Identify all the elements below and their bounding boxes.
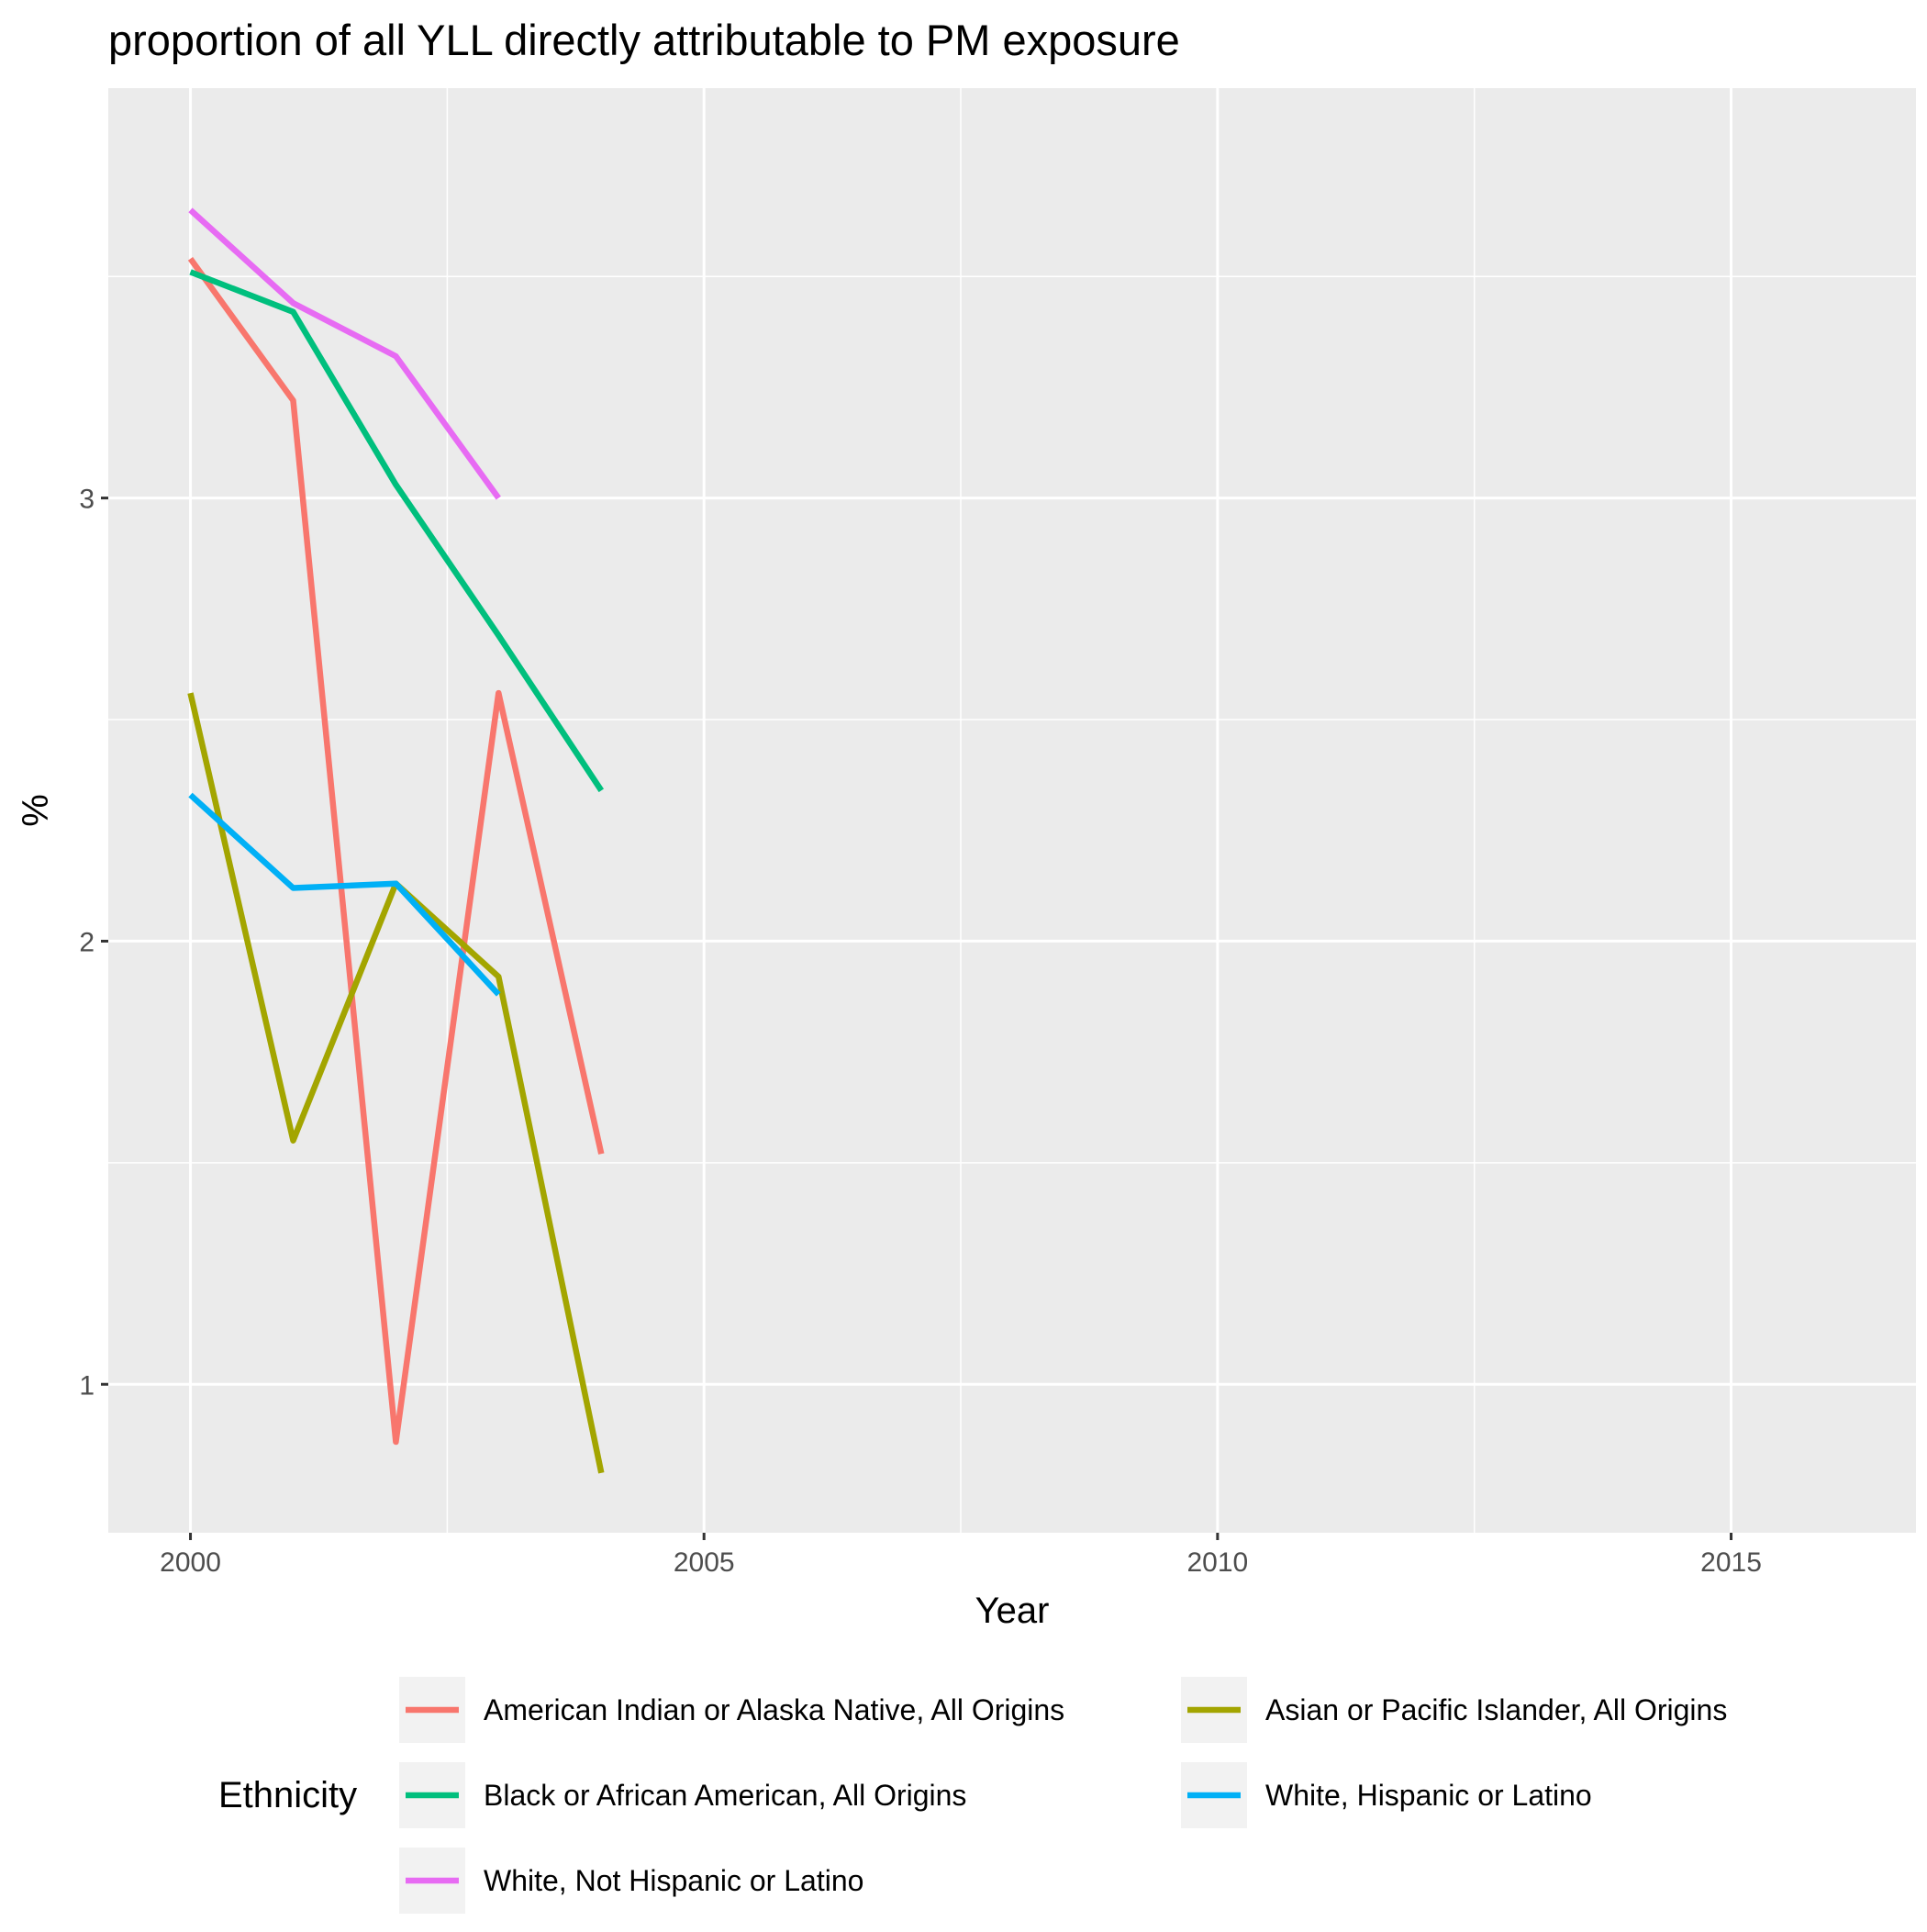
- legend-label: White, Hispanic or Latino: [1265, 1779, 1592, 1812]
- legend-label: White, Not Hispanic or Latino: [484, 1864, 863, 1897]
- y-tick-label: 3: [79, 485, 95, 515]
- plot-panel: [108, 88, 1916, 1533]
- series-line-5: [188, 207, 501, 500]
- legend-item: White, Hispanic or Latino: [1181, 1762, 1592, 1828]
- series-line-4: [188, 792, 501, 997]
- y-axis-title: %: [16, 794, 56, 827]
- legend-items: American Indian or Alaska Native, All Or…: [399, 1677, 1727, 1914]
- y-tick-label: 1: [79, 1370, 95, 1401]
- x-axis: 2000 2005 2010 2015: [160, 1533, 1762, 1578]
- legend: Ethnicity American Indian or Alaska Nati…: [218, 1677, 1727, 1914]
- legend-item: Black or African American, All Origins: [399, 1762, 966, 1828]
- series-lines: [187, 207, 605, 1474]
- legend-label: American Indian or Alaska Native, All Or…: [484, 1693, 1064, 1726]
- series-line-1: [187, 256, 605, 1446]
- legend-item: Asian or Pacific Islander, All Origins: [1181, 1677, 1727, 1743]
- x-axis-title: Year: [975, 1591, 1050, 1631]
- legend-item: American Indian or Alaska Native, All Or…: [399, 1677, 1064, 1743]
- major-gridlines: [108, 88, 1916, 1533]
- chart-title: proportion of all YLL directly attributa…: [108, 16, 1180, 64]
- legend-item: White, Not Hispanic or Latino: [399, 1848, 863, 1914]
- y-tick-label: 2: [79, 927, 95, 957]
- x-tick-label: 2010: [1186, 1547, 1248, 1578]
- x-tick-label: 2005: [674, 1547, 735, 1578]
- minor-gridlines: [108, 88, 1916, 1533]
- x-tick-label: 2000: [160, 1547, 221, 1578]
- legend-label: Asian or Pacific Islander, All Origins: [1265, 1693, 1727, 1726]
- x-tick-label: 2015: [1700, 1547, 1762, 1578]
- y-axis: 1 2 3: [79, 485, 108, 1401]
- legend-label: Black or African American, All Origins: [484, 1779, 966, 1812]
- legend-title: Ethnicity: [218, 1775, 357, 1815]
- series-line-3: [189, 269, 605, 793]
